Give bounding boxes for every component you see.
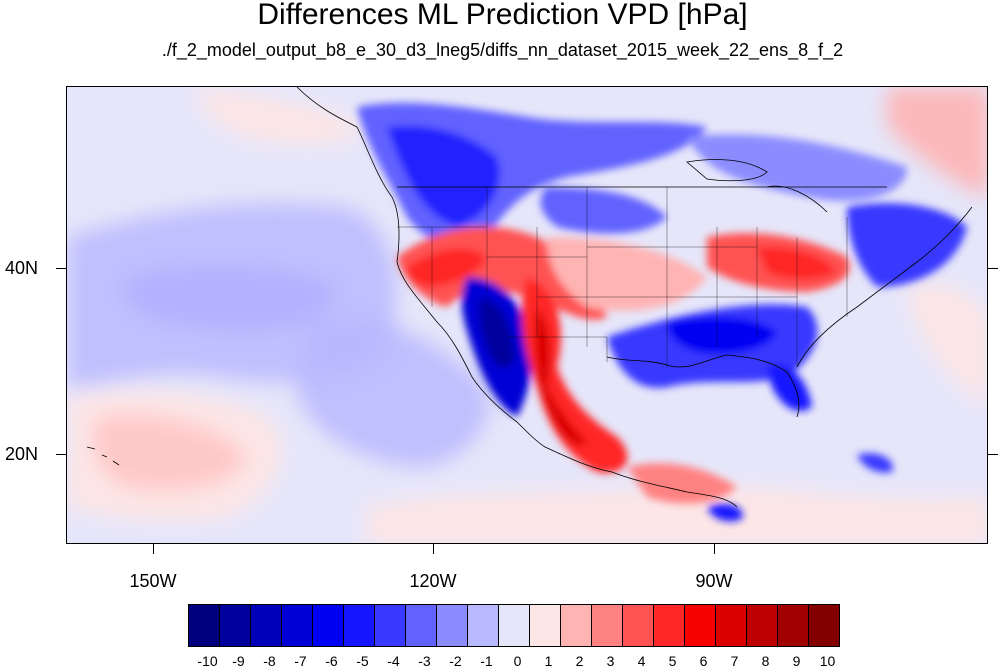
colorbar-label: -3: [418, 653, 431, 669]
colorbar-swatch: [777, 604, 809, 647]
colorbar-label: -8: [263, 653, 276, 669]
colorbar-label: -9: [232, 653, 245, 669]
colorbar-swatch: [467, 604, 499, 647]
lon-label-90w: 90W: [695, 571, 733, 591]
state-borders: [397, 187, 848, 367]
lon-label-120w: 120W: [409, 571, 457, 591]
colorbar-swatch: [405, 604, 437, 647]
lon-tick-150w: [153, 544, 154, 554]
colorbar-label: 2: [575, 653, 584, 669]
colorbar-swatch: [498, 604, 530, 647]
map-plot: [66, 86, 988, 544]
lon-tick-120w: [433, 544, 434, 554]
colorbar-label: 1: [544, 653, 553, 669]
coastlines: [86, 87, 973, 508]
chart-subtitle: ./f_2_model_output_b8_e_30_d3_lneg5/diff…: [161, 40, 844, 60]
colorbar-swatch: [560, 604, 592, 647]
colorbar-swatch: [746, 604, 778, 647]
colorbar-swatch: [219, 604, 251, 647]
colorbar-label: -7: [294, 653, 307, 669]
lat-tick-40n-right: [988, 268, 998, 269]
colorbar-label: 7: [730, 653, 739, 669]
colorbar-label: -4: [387, 653, 400, 669]
colorbar-label: 4: [637, 653, 646, 669]
chart-title: Differences ML Prediction VPD [hPa]: [257, 0, 748, 31]
colorbar-label: 3: [606, 653, 615, 669]
colorbar-swatch: [684, 604, 716, 647]
lon-tick-90w: [714, 544, 715, 554]
colorbar-label: -5: [356, 653, 369, 669]
colorbar-label: -10: [197, 653, 218, 669]
colorbar-swatch: [281, 604, 313, 647]
colorbar-swatch: [808, 604, 840, 647]
lon-label-150w: 150W: [129, 571, 177, 591]
colorbar-swatch: [374, 604, 406, 647]
colorbar-swatch: [622, 604, 654, 647]
colorbar-swatch: [591, 604, 623, 647]
colorbar-label: -6: [325, 653, 338, 669]
colorbar-swatch: [312, 604, 344, 647]
colorbar-swatch: [188, 604, 220, 647]
colorbar-swatch: [343, 604, 375, 647]
ocean-anomaly-field: [67, 87, 987, 543]
colorbar-label: 9: [792, 653, 801, 669]
colorbar-swatch: [653, 604, 685, 647]
colorbar-swatch: [436, 604, 468, 647]
lat-tick-40n: [56, 268, 66, 269]
colorbar-label: 6: [699, 653, 708, 669]
colorbar: [188, 604, 840, 647]
vpd-difference-map: [67, 87, 987, 543]
colorbar-label: -2: [449, 653, 462, 669]
colorbar-label: 0: [513, 653, 522, 669]
lat-tick-20n: [56, 454, 66, 455]
lat-label-40n: 40N: [4, 258, 38, 278]
colorbar-label: 8: [761, 653, 770, 669]
colorbar-label: 5: [668, 653, 677, 669]
colorbar-swatch: [715, 604, 747, 647]
colorbar-swatch: [250, 604, 282, 647]
lat-label-20n: 20N: [4, 444, 38, 464]
colorbar-swatch: [529, 604, 561, 647]
colorbar-label: -1: [480, 653, 493, 669]
lat-tick-20n-right: [988, 454, 998, 455]
colorbar-label: 10: [819, 653, 836, 669]
